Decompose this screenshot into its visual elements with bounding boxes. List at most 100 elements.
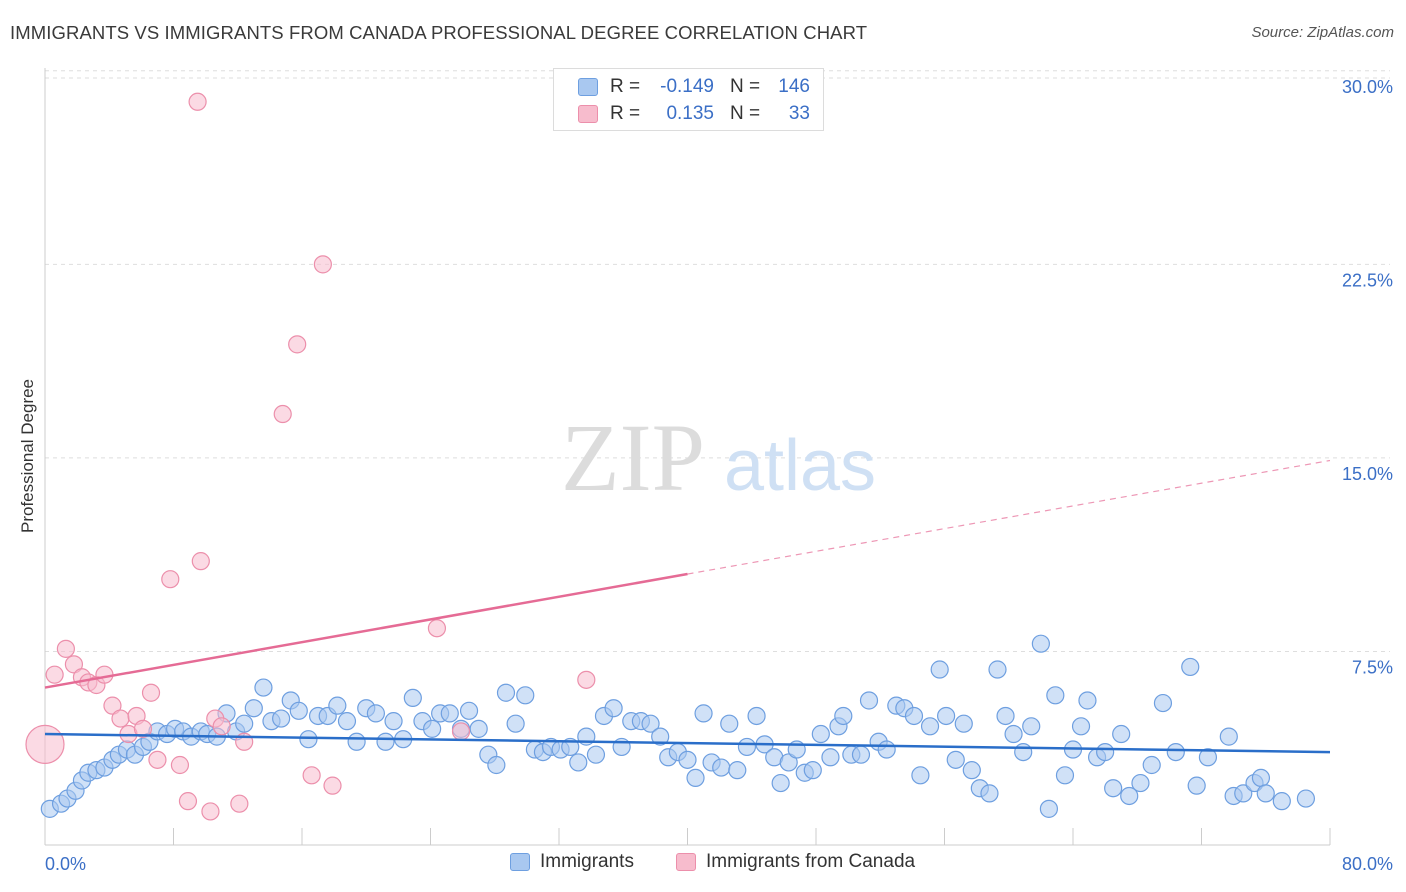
canada-point: [313, 255, 332, 274]
immigrants-point: [328, 696, 347, 715]
immigrants-point: [1112, 724, 1131, 744]
immigrants-point: [1022, 717, 1041, 736]
immigrants-point: [469, 719, 488, 738]
canada-point: [178, 792, 198, 811]
immigrants-point: [569, 753, 588, 772]
immigrants-point: [937, 706, 956, 726]
immigrants-point: [930, 660, 949, 679]
canada-trend-line-extension: [687, 459, 1331, 575]
immigrants-point: [1014, 742, 1033, 762]
immigrants-point: [516, 686, 535, 705]
immigrants-point: [779, 753, 798, 772]
immigrants-point: [859, 691, 879, 710]
correlation-legend: R = -0.149 N = 146 R = 0.135 N = 33: [553, 68, 824, 131]
n-label: N =: [730, 103, 761, 124]
legend-row-canada: R = 0.135 N = 33: [578, 102, 810, 126]
immigrants-point: [1296, 789, 1316, 808]
immigrants-point: [877, 740, 896, 759]
immigrants-point: [821, 748, 840, 767]
immigrants-point: [651, 727, 670, 746]
immigrants-swatch-icon: [510, 853, 530, 871]
immigrants-point: [1181, 657, 1200, 677]
immigrants-point: [586, 745, 606, 764]
immigrants-point: [506, 714, 525, 733]
immigrants-point: [694, 704, 713, 723]
immigrants-point: [1234, 784, 1253, 803]
canada-point: [25, 724, 65, 764]
immigrants-point: [1219, 727, 1238, 746]
immigrants-point: [771, 773, 790, 793]
canada-point: [103, 696, 122, 715]
immigrants-point: [337, 712, 357, 731]
n-value: 146: [778, 76, 810, 97]
immigrants-point: [254, 678, 273, 697]
immigrants-point: [366, 704, 385, 723]
immigrants-point: [904, 706, 924, 726]
immigrants-point: [712, 758, 731, 777]
immigrants-point: [440, 704, 459, 723]
x-tick-label-start: 0.0%: [45, 854, 86, 874]
immigrants-point: [641, 714, 660, 733]
axes: [44, 68, 1331, 846]
y-tick-label: 22.5%: [1342, 270, 1393, 290]
immigrants-point: [728, 761, 747, 780]
immigrants-point: [384, 712, 403, 731]
canada-point: [273, 404, 292, 424]
immigrants-point: [996, 706, 1015, 726]
immigrants-point: [487, 755, 506, 775]
immigrants-point: [1153, 693, 1173, 713]
immigrants-point: [272, 709, 291, 728]
immigrants-point: [244, 699, 263, 718]
canada-swatch-icon: [676, 853, 696, 871]
canada-point: [170, 755, 190, 775]
immigrants-swatch-icon: [578, 78, 598, 96]
r-label: R =: [610, 103, 641, 124]
immigrants-point: [747, 706, 766, 726]
canada-point: [212, 717, 231, 736]
r-value: 0.135: [666, 103, 714, 124]
r-value: -0.149: [660, 76, 714, 97]
canada-point: [302, 766, 321, 785]
immigrants-point: [1256, 784, 1275, 803]
n-label: N =: [730, 76, 761, 97]
y-axis-label: Professional Degree: [18, 379, 37, 533]
canada-point: [161, 570, 180, 589]
trend-lines: [44, 459, 1331, 754]
immigrants-point: [962, 761, 981, 780]
legend-label: Immigrants: [540, 851, 634, 872]
immigrants-point: [604, 699, 623, 718]
immigrants-point: [423, 719, 442, 738]
immigrants-point: [459, 701, 479, 720]
canada-point: [577, 670, 596, 689]
immigrants-point: [1078, 691, 1097, 710]
y-tick-label: 7.5%: [1352, 657, 1393, 677]
canada-point: [141, 683, 161, 702]
immigrants-point: [1039, 799, 1059, 818]
canada-point: [451, 722, 471, 741]
immigrants-point: [851, 745, 871, 764]
immigrants-point: [299, 730, 318, 749]
immigrants-point: [1166, 742, 1185, 762]
immigrants-point: [911, 766, 930, 785]
immigrants-point: [1096, 742, 1115, 762]
canada-point: [45, 665, 64, 684]
canada-point: [148, 750, 167, 769]
canada-swatch-icon: [578, 105, 598, 123]
canada-point: [133, 719, 153, 738]
immigrants-point: [1272, 792, 1291, 811]
immigrants-point: [803, 761, 822, 780]
canada-point: [64, 655, 84, 674]
canada-point: [111, 709, 130, 728]
immigrants-point: [1251, 768, 1271, 788]
immigrants-point: [1142, 755, 1161, 775]
legend-row-immigrants: R = -0.149 N = 146: [578, 75, 810, 99]
immigrants-point: [1046, 686, 1065, 705]
canada-point: [427, 619, 447, 638]
immigrants-point: [1198, 748, 1218, 767]
watermark-atlas: atlas: [724, 426, 876, 506]
immigrants-point: [289, 701, 308, 720]
immigrants-point: [678, 750, 697, 769]
source-attribution: Source: ZipAtlas.com: [1251, 24, 1394, 41]
immigrants-point: [1004, 724, 1023, 744]
canada-point: [188, 92, 207, 111]
